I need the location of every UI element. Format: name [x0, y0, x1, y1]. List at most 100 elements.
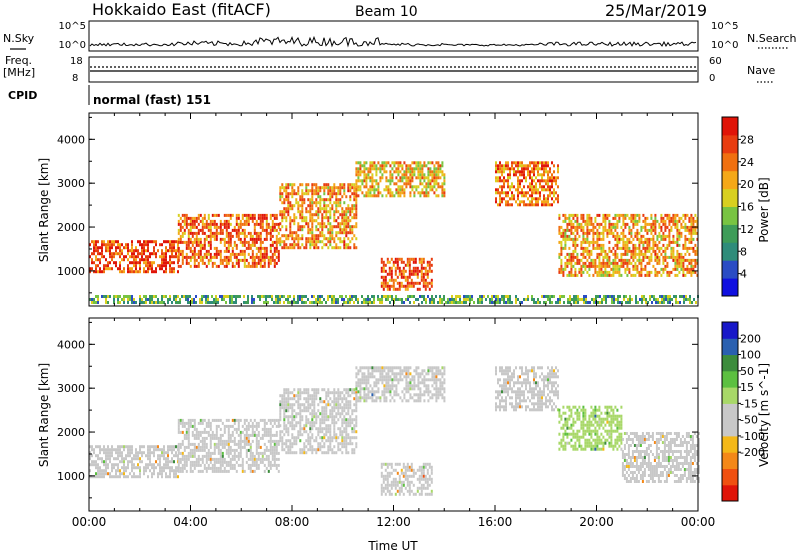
echo-cell — [388, 272, 391, 276]
echo-cell — [291, 418, 294, 422]
echo-cell — [375, 167, 378, 171]
echo-cell — [279, 186, 282, 190]
echo-cell — [644, 216, 647, 220]
echo-cell — [582, 240, 585, 244]
echo-cell — [211, 213, 214, 217]
echo-cell — [219, 258, 222, 262]
echo-cell — [289, 415, 292, 419]
echo-cell — [675, 295, 677, 298]
echo-cell — [217, 225, 220, 229]
echo-cell — [329, 198, 332, 202]
echo-cell — [688, 252, 691, 256]
echo-cell — [426, 275, 429, 279]
echo-cell — [441, 170, 444, 174]
echo-cell — [443, 298, 445, 301]
echo-cell — [407, 295, 409, 298]
echo-cell — [175, 295, 177, 298]
echo-cell — [305, 189, 308, 193]
echo-cell — [225, 301, 227, 304]
echo-cell — [437, 164, 440, 168]
echo-cell — [299, 225, 302, 229]
echo-cell — [231, 457, 234, 461]
echo-cell — [393, 161, 396, 165]
echo-cell — [279, 243, 282, 247]
echo-cell — [563, 295, 565, 298]
echo-cell — [654, 231, 657, 235]
echo-cell — [335, 186, 338, 190]
echo-cell — [389, 176, 392, 180]
echo-cell — [199, 228, 202, 232]
echo-cell — [529, 203, 531, 207]
echo-cell — [117, 463, 119, 467]
echo-cell — [111, 255, 113, 259]
echo-cell — [93, 301, 95, 304]
echo-cell — [283, 246, 286, 250]
echo-cell — [273, 433, 276, 437]
echo-cell — [311, 240, 314, 244]
echo-cell — [574, 237, 577, 241]
echo-cell — [521, 164, 523, 168]
echo-cell — [187, 234, 190, 238]
echo-cell — [297, 240, 300, 244]
echo-cell — [383, 295, 385, 298]
echo-cell — [515, 298, 517, 301]
echo-cell — [325, 301, 327, 304]
echo-cell — [323, 198, 326, 202]
echo-cell — [652, 225, 655, 229]
echo-cell — [133, 472, 135, 476]
echo-cell — [406, 278, 409, 282]
echo-cell — [281, 192, 284, 196]
echo-cell — [211, 418, 214, 422]
echo-cell — [173, 475, 175, 479]
echo-cell — [410, 278, 413, 282]
echo-cell — [187, 433, 190, 437]
echo-cell — [209, 258, 212, 262]
echo-cell — [455, 295, 457, 298]
echo-cell — [199, 421, 202, 425]
echo-cell — [261, 225, 264, 229]
echo-cell — [187, 454, 190, 458]
echo-cell — [612, 267, 615, 271]
echo-cell — [141, 243, 143, 247]
echo-cell — [602, 258, 605, 262]
echo-cell — [428, 263, 431, 267]
echo-cell — [97, 258, 99, 262]
echo-cell — [564, 255, 567, 259]
echo-cell — [578, 270, 581, 274]
echo-cell — [555, 176, 557, 180]
echo-cell — [341, 222, 344, 226]
echo-cell — [161, 252, 163, 256]
echo-cell — [355, 207, 358, 211]
echo-cell — [253, 222, 256, 226]
echo-cell — [404, 278, 407, 282]
echo-cell — [267, 231, 270, 235]
echo-cell — [177, 445, 180, 449]
echo-cell — [339, 228, 342, 232]
echo-cell — [283, 418, 286, 422]
echo-cell — [237, 433, 240, 437]
echo-cell — [505, 164, 507, 168]
echo-cell — [139, 472, 141, 476]
echo-cell — [509, 301, 511, 304]
echo-cell — [437, 161, 440, 165]
echo-cell — [265, 237, 268, 241]
echo-cell — [89, 243, 91, 247]
echo-cell — [167, 298, 169, 301]
echo-cell — [215, 252, 218, 256]
echo-cell — [193, 258, 196, 262]
echo-cell — [175, 249, 177, 253]
echo-cell — [149, 451, 151, 455]
echo-cell — [241, 213, 244, 217]
echo-cell — [676, 267, 679, 271]
echo-cell — [696, 249, 699, 253]
echo-cell — [325, 216, 328, 220]
echo-cell — [396, 266, 399, 270]
echo-cell — [265, 213, 268, 217]
echo-cell — [497, 170, 499, 174]
echo-cell — [319, 430, 322, 434]
echo-cell — [313, 421, 316, 425]
echo-cell — [618, 240, 621, 244]
echo-cell — [539, 179, 541, 183]
echo-cell — [654, 240, 657, 244]
echo-cell — [227, 454, 230, 458]
